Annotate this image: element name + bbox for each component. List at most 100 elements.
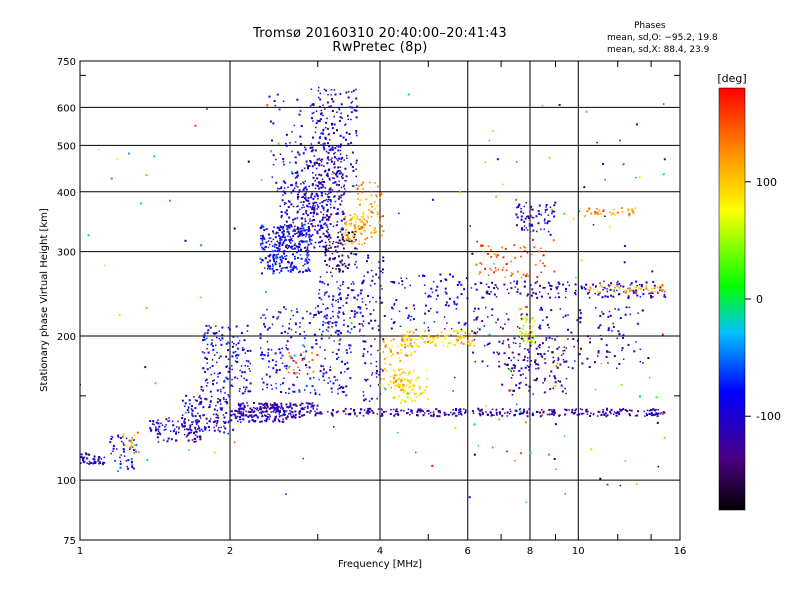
scatter-point: [558, 296, 561, 299]
scatter-point: [454, 427, 457, 429]
scatter-point: [295, 331, 297, 333]
scatter-point: [548, 409, 551, 411]
scatter-point: [287, 206, 290, 209]
scatter-point: [293, 369, 295, 371]
scatter-point: [599, 477, 602, 480]
scatter-point: [594, 388, 597, 391]
scatter-point: [338, 157, 341, 160]
scatter-point: [307, 222, 310, 225]
scatter-point: [303, 331, 306, 333]
scatter-point: [530, 331, 532, 334]
scatter-point: [649, 408, 652, 411]
scatter-point: [299, 143, 302, 145]
scatter-point: [489, 268, 491, 270]
scatter-point: [294, 373, 297, 375]
scatter-point: [663, 294, 666, 296]
scatter-point: [198, 396, 200, 399]
scatter-point: [239, 416, 242, 418]
scatter-point: [159, 433, 162, 436]
scatter-point: [208, 426, 210, 428]
scatter-point: [278, 249, 280, 251]
scatter-point: [124, 443, 127, 446]
scatter-point: [294, 172, 297, 174]
scatter-point: [312, 176, 315, 179]
scatter-point: [314, 307, 317, 309]
scatter-point: [629, 288, 632, 291]
scatter-point: [635, 123, 638, 126]
scatter-point: [231, 341, 234, 343]
scatter-point: [594, 307, 597, 309]
scatter-point: [286, 228, 289, 230]
scatter-point: [372, 212, 374, 214]
scatter-point: [327, 200, 329, 203]
scatter-point: [209, 367, 211, 369]
scatter-point: [318, 157, 321, 160]
scatter-point: [294, 413, 297, 416]
scatter-point: [287, 226, 289, 228]
scatter-point: [350, 310, 353, 312]
scatter-point: [335, 353, 338, 355]
scatter-point: [520, 381, 522, 384]
scatter-point: [418, 387, 421, 390]
scatter-point: [190, 431, 192, 434]
scatter-point: [531, 412, 534, 415]
scatter-point: [473, 453, 476, 456]
scatter-point: [133, 444, 136, 447]
scatter-point: [583, 186, 586, 189]
scatter-point: [320, 412, 323, 415]
scatter-point: [99, 462, 102, 464]
scatter-point: [298, 189, 301, 192]
scatter-point: [153, 155, 156, 158]
scatter-point: [178, 428, 180, 430]
scatter-point: [609, 284, 612, 287]
scatter-point: [212, 421, 215, 423]
scatter-point: [231, 345, 234, 348]
scatter-point: [224, 392, 226, 394]
scatter-point: [191, 421, 193, 423]
scatter-point: [390, 387, 392, 389]
scatter-point: [409, 344, 411, 347]
scatter-point: [539, 353, 542, 355]
scatter-point: [340, 171, 342, 174]
scatter-point: [338, 343, 341, 346]
scatter-point: [329, 200, 332, 203]
scatter-point: [343, 192, 346, 195]
scatter-point: [268, 375, 271, 378]
scatter-point: [396, 378, 399, 381]
scatter-point: [371, 374, 373, 376]
scatter-point: [662, 173, 665, 176]
scatter-point: [437, 333, 439, 336]
scatter-point: [318, 162, 321, 165]
scatter-point: [199, 397, 202, 400]
scatter-point: [218, 426, 220, 429]
scatter-point: [354, 297, 356, 299]
scatter-point: [280, 269, 283, 272]
scatter-point: [276, 240, 278, 243]
scatter-point: [365, 411, 368, 414]
scatter-point: [194, 419, 197, 422]
scatter-point: [538, 326, 541, 329]
scatter-point: [621, 349, 623, 352]
scatter-point: [359, 292, 362, 295]
scatter-point: [335, 241, 337, 244]
scatter-point: [612, 212, 615, 215]
scatter-point: [596, 211, 599, 214]
scatter-point: [265, 410, 268, 413]
scatter-point: [390, 381, 392, 384]
scatter-point: [338, 270, 341, 273]
scatter-point: [553, 204, 556, 207]
scatter-point: [290, 336, 293, 339]
scatter-point: [337, 287, 339, 289]
scatter-point: [336, 236, 339, 239]
scatter-point: [469, 333, 471, 335]
scatter-point: [344, 371, 346, 373]
scatter-point: [90, 462, 93, 464]
scatter-point: [215, 425, 218, 427]
scatter-point: [310, 242, 313, 245]
scatter-point: [348, 263, 351, 265]
scatter-point: [339, 338, 342, 340]
scatter-point: [535, 215, 538, 218]
scatter-point: [431, 464, 434, 467]
scatter-point: [389, 350, 392, 353]
scatter-point: [505, 313, 508, 315]
